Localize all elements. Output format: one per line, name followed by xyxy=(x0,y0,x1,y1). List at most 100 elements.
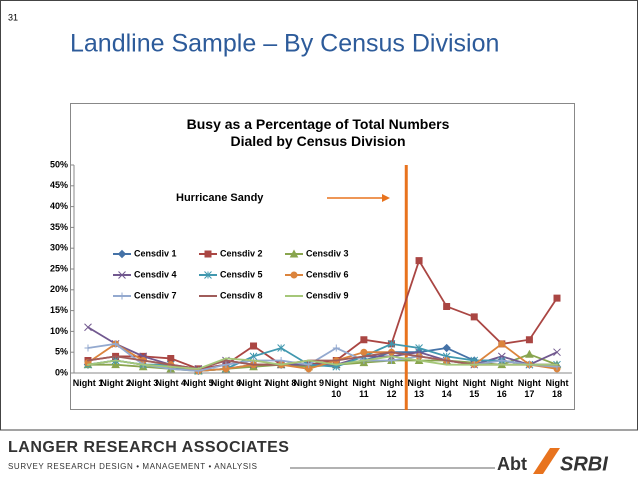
x-tick-label: Night 12 xyxy=(379,378,403,399)
point xyxy=(167,354,175,362)
point xyxy=(442,343,451,353)
x-tick-label: Night 13 xyxy=(407,378,431,399)
point xyxy=(390,355,393,358)
y-tick-label: 15% xyxy=(50,305,68,315)
point xyxy=(525,336,533,344)
chart-title: Busy as a Percentage of Total Numbers Di… xyxy=(186,116,450,149)
y-tick-label: 40% xyxy=(50,201,68,211)
point xyxy=(87,359,89,362)
point xyxy=(445,363,448,366)
point xyxy=(387,357,395,365)
point xyxy=(142,363,145,366)
legend-label: Censdiv 2 xyxy=(220,248,263,258)
x-tick-label: Night 10 xyxy=(324,378,348,399)
x-tick-label: Night 8 xyxy=(265,378,297,388)
legend-label: Censdiv 1 xyxy=(134,248,177,258)
footer-subtitle: SURVEY RESEARCH DESIGN • MANAGEMENT • AN… xyxy=(8,462,258,471)
point xyxy=(87,363,89,366)
point xyxy=(197,367,200,370)
point xyxy=(250,342,258,350)
point xyxy=(118,292,126,300)
point xyxy=(307,359,310,362)
point xyxy=(118,271,126,279)
point xyxy=(280,363,283,366)
point xyxy=(335,363,338,366)
slide-heading: Landline Sample – By Census Division xyxy=(70,30,499,58)
point xyxy=(387,340,396,348)
legend-item: Censdiv 4 xyxy=(113,269,177,279)
chart-frame xyxy=(70,103,575,410)
y-tick-label: 5% xyxy=(55,347,68,357)
point xyxy=(117,249,127,259)
x-tick-label: Night 16 xyxy=(490,378,514,399)
point xyxy=(169,365,172,368)
point xyxy=(335,359,338,362)
y-tick-label: 35% xyxy=(50,222,68,232)
x-tick-label: Night 3 xyxy=(127,378,159,388)
footer-logo-b: SRBI xyxy=(560,453,608,475)
x-tick-label: Night 18 xyxy=(545,378,569,399)
point xyxy=(252,359,255,362)
slide-number: 31 xyxy=(8,12,18,22)
point xyxy=(553,294,561,302)
x-tick-label: Night 14 xyxy=(435,378,459,399)
legend-item: Censdiv 1 xyxy=(113,248,177,258)
point xyxy=(114,359,117,362)
x-tick-label: Night 2 xyxy=(100,378,131,388)
point xyxy=(289,249,299,258)
point xyxy=(224,359,227,362)
point xyxy=(528,363,531,366)
point xyxy=(498,340,506,348)
point xyxy=(277,357,285,365)
point xyxy=(142,359,145,362)
legend-item: Censdiv 5 xyxy=(199,269,263,279)
point xyxy=(204,250,212,258)
point xyxy=(418,355,421,358)
point xyxy=(290,271,298,279)
legend-item: Censdiv 2 xyxy=(199,248,263,258)
legend-item: Censdiv 7 xyxy=(113,290,177,300)
point xyxy=(470,313,478,321)
point xyxy=(169,363,172,366)
legend-label: Censdiv 7 xyxy=(134,290,177,300)
legend-label: Censdiv 8 xyxy=(220,290,263,300)
annotation: Hurricane Sandy xyxy=(176,192,264,204)
y-tick-label: 45% xyxy=(50,180,68,190)
point xyxy=(305,361,313,369)
point xyxy=(473,363,476,366)
legend-label: Censdiv 9 xyxy=(306,290,349,300)
footer-logo-a: Abt xyxy=(497,454,527,474)
point xyxy=(332,344,340,352)
point xyxy=(556,363,558,366)
legend-label: Censdiv 4 xyxy=(134,269,177,279)
point xyxy=(111,360,120,369)
legend-item: Censdiv 9 xyxy=(285,290,349,300)
point xyxy=(443,302,451,310)
x-tick-label: Night 15 xyxy=(462,378,486,399)
point xyxy=(360,348,368,356)
point xyxy=(362,359,365,362)
y-tick-label: 10% xyxy=(50,326,68,336)
x-tick-label: Night 11 xyxy=(352,378,376,399)
point xyxy=(418,359,421,362)
y-tick-label: 30% xyxy=(50,243,68,253)
x-tick-label: Night 1 xyxy=(72,378,104,388)
logo-slash xyxy=(533,448,560,474)
x-tick-label: Night 5 xyxy=(183,378,214,388)
point xyxy=(84,344,92,352)
x-tick-label: Night 17 xyxy=(517,378,541,399)
point xyxy=(390,351,393,354)
point xyxy=(445,359,448,362)
legend-item: Censdiv 6 xyxy=(285,269,349,279)
x-tick-label: Night 7 xyxy=(238,378,269,388)
point xyxy=(222,361,230,369)
point xyxy=(114,355,117,358)
legend-label: Censdiv 3 xyxy=(306,248,349,258)
y-tick-label: 50% xyxy=(50,159,68,169)
x-tick-label: Night 6 xyxy=(210,378,242,388)
point xyxy=(277,344,285,352)
point xyxy=(415,257,423,265)
legend-label: Censdiv 6 xyxy=(306,269,349,279)
point xyxy=(252,363,255,366)
